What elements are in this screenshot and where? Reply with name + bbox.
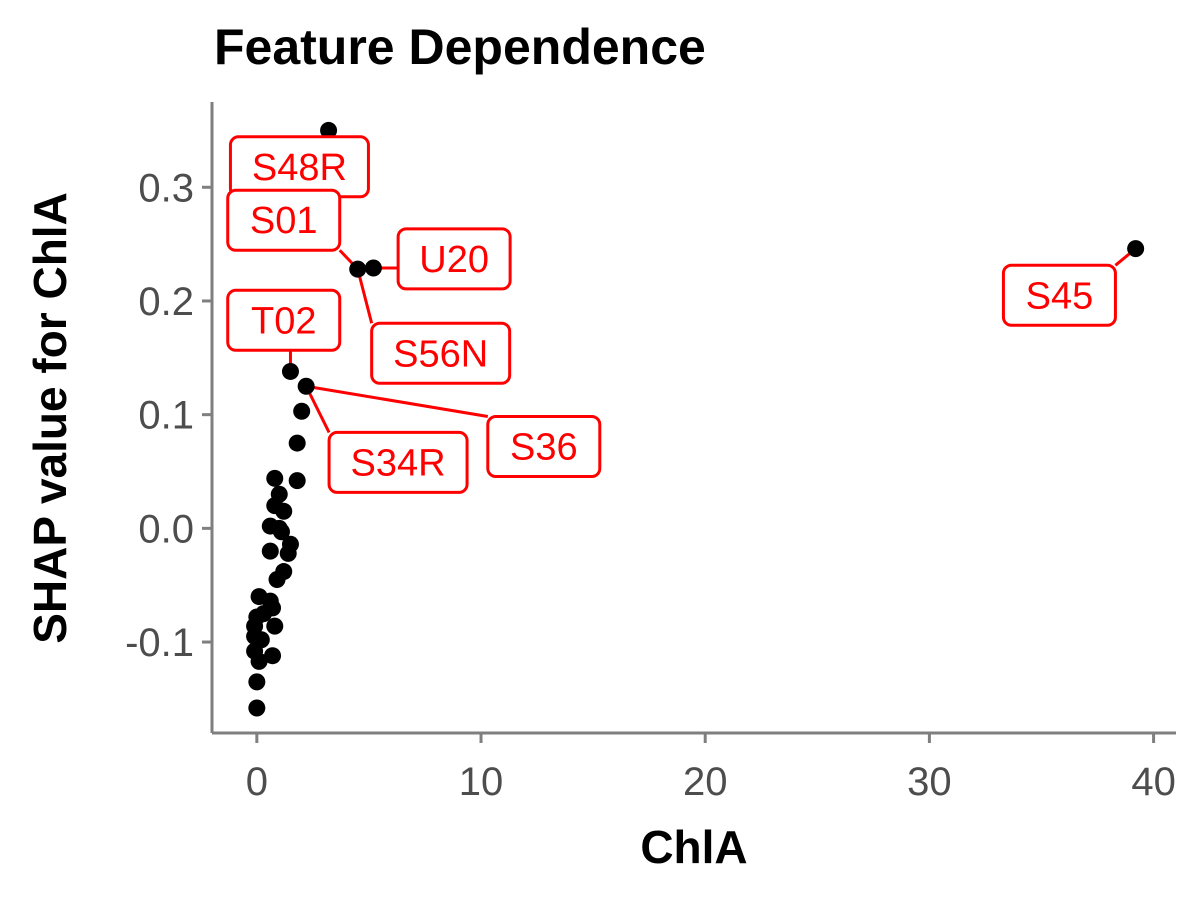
data-point (266, 617, 284, 635)
annotation-leader-line (305, 384, 489, 418)
data-point (297, 377, 315, 395)
annotation-label-text: S01 (250, 200, 318, 242)
annotation-label: S01 (226, 188, 342, 252)
annotation-label-text: S56N (393, 333, 488, 375)
y-tick-label: 0.3 (138, 166, 194, 210)
annotation-label-box (396, 227, 512, 291)
data-point (281, 362, 299, 380)
y-axis: -0.1 0.0 0.1 0.2 0.3 (125, 102, 214, 733)
y-tick-label: 0.1 (138, 394, 194, 438)
annotation-label-box (486, 414, 602, 478)
annotation-label-box (327, 430, 469, 494)
annotation-label: S48R (228, 135, 370, 199)
data-point (293, 402, 311, 420)
data-point (264, 647, 282, 665)
data-point (272, 523, 290, 541)
data-point (349, 260, 367, 278)
annotation-label: S34R (327, 430, 469, 494)
y-axis-title: SHAP value for ChlA (24, 192, 76, 644)
y-tick-label: -0.1 (125, 621, 194, 665)
annotation-leader-line (304, 385, 331, 434)
annotation-leader-line (356, 268, 374, 324)
data-point (248, 673, 266, 691)
data-point (268, 571, 286, 589)
x-tick-label: 30 (907, 760, 952, 804)
annotation-label-text: S48R (252, 147, 347, 189)
x-tick-label: 20 (683, 760, 728, 804)
annotation-labels: S48R S01 U20 S56N T02 S34R S36 S45 (226, 135, 1117, 494)
annotation-label: S56N (370, 321, 512, 385)
data-point (288, 434, 306, 452)
annotation-label-text: S36 (510, 426, 578, 468)
plot-area: 0 10 20 30 40 -0.1 0.0 0.1 0.2 0.3 S48R S01 U20 S56… (125, 102, 1176, 804)
data-point (279, 544, 297, 562)
annotation-label-text: S34R (351, 442, 446, 484)
annotation-label-box (226, 188, 342, 252)
annotation-label-text: T02 (251, 300, 316, 342)
data-point (320, 121, 338, 139)
annotation-label-box (1001, 263, 1117, 327)
x-tick-label: 0 (246, 760, 268, 804)
x-axis: 0 10 20 30 40 (212, 731, 1176, 804)
x-tick-label: 10 (459, 760, 504, 804)
annotation-label: S36 (486, 414, 602, 478)
data-point (364, 259, 382, 277)
annotation-label: U20 (396, 227, 512, 291)
data-point (266, 469, 284, 487)
annotation-label: T02 (226, 288, 342, 352)
x-tick-label: 40 (1131, 760, 1176, 804)
annotation-label-text: S45 (1026, 275, 1094, 317)
data-point (261, 542, 279, 560)
annotation-label-text: U20 (419, 239, 489, 281)
chart-title: Feature Dependence (214, 19, 706, 75)
data-point (1127, 240, 1145, 258)
x-axis-title: ChlA (640, 821, 747, 873)
y-tick-label: 0.2 (138, 280, 194, 324)
data-point (275, 502, 293, 520)
data-point (288, 472, 306, 490)
annotation-label-box (370, 321, 512, 385)
data-points (246, 121, 1145, 717)
data-point (250, 652, 268, 670)
data-point (248, 699, 266, 717)
annotation-label: S45 (1001, 263, 1117, 327)
annotation-label-box (226, 288, 342, 352)
y-tick-label: 0.0 (138, 507, 194, 551)
